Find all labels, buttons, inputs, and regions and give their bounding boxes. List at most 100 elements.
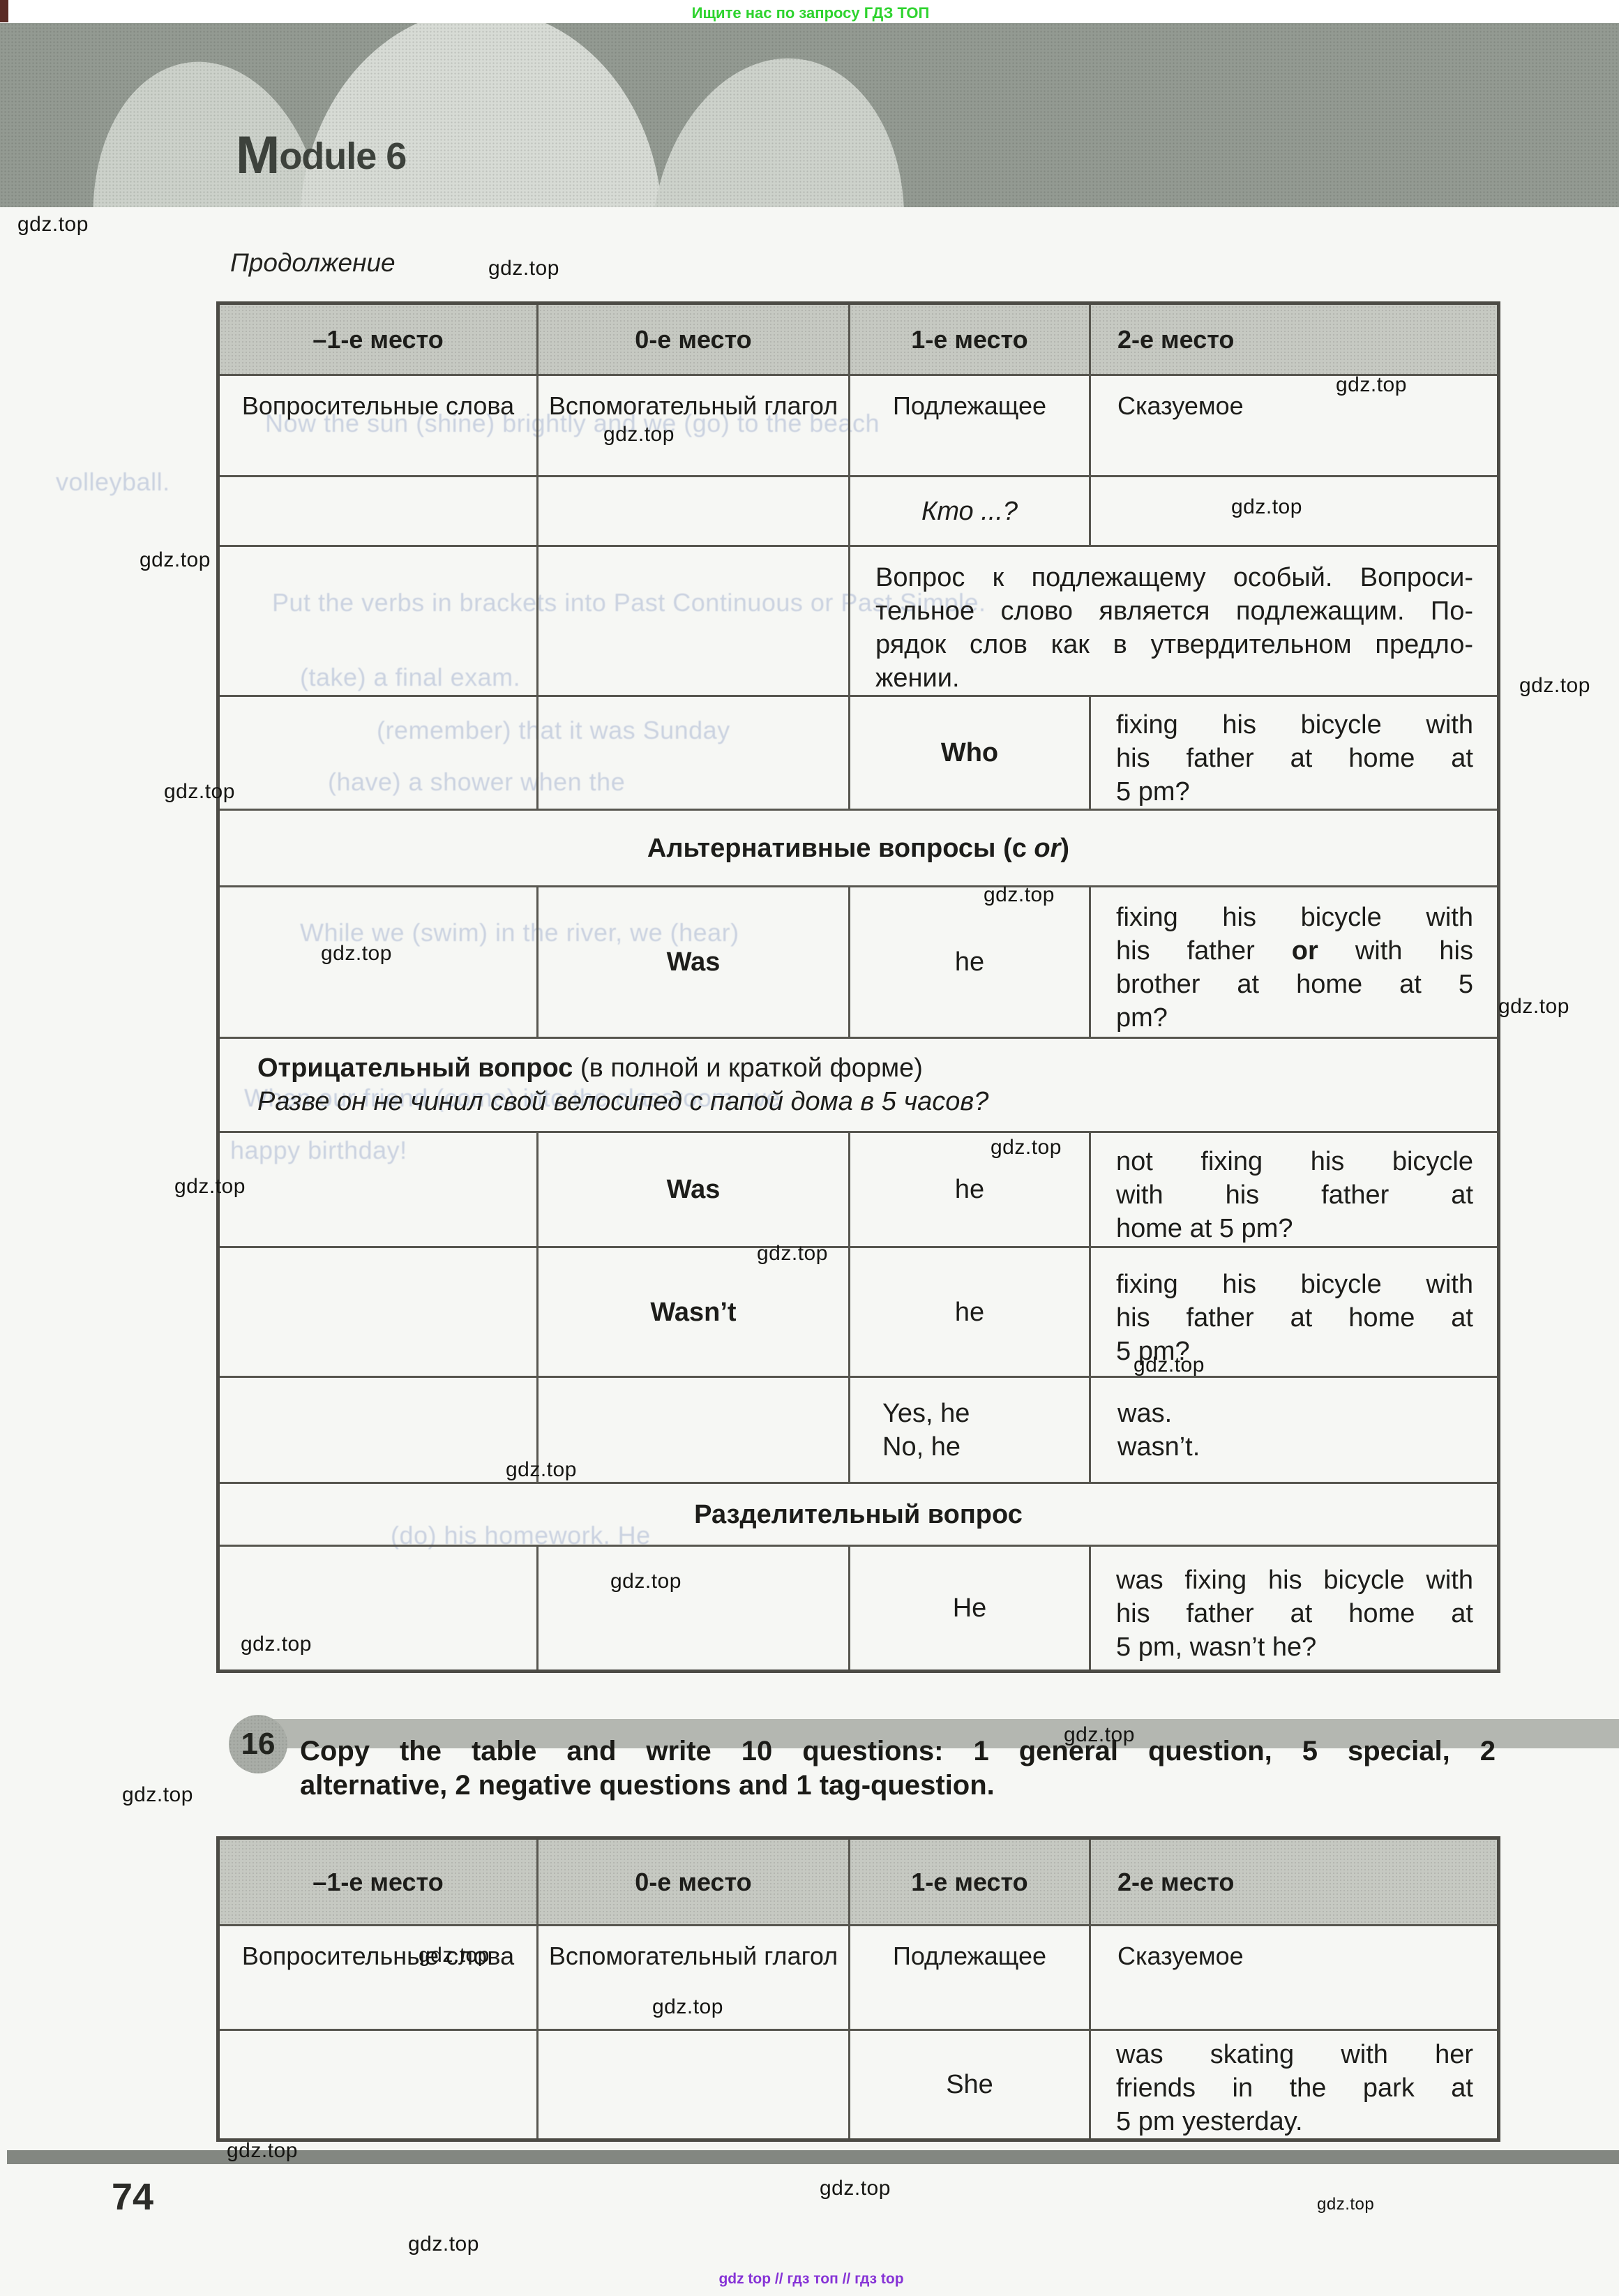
gdz-watermark: gdz.top bbox=[820, 2177, 891, 2200]
empty-cell bbox=[217, 885, 539, 1039]
predicate-line: was skating with her bbox=[1116, 2040, 1473, 2069]
module-title: Module 6 bbox=[236, 129, 407, 182]
petal-shape bbox=[74, 48, 338, 207]
table-row: Вопрос к подлежащему особый. Вопроси- те… bbox=[217, 545, 1500, 697]
subject-cell: He bbox=[848, 1545, 1091, 1672]
predicate-line: 5 pm? bbox=[1116, 777, 1190, 806]
band-title-bold: Отрицательный вопрос bbox=[257, 1053, 573, 1083]
neg-full-predicate-cell: not fixing his bicycle with his father a… bbox=[1089, 1131, 1500, 1248]
gdz-watermark: gdz.top bbox=[506, 1458, 577, 1481]
table-row: Отрицательный вопрос (в полной и краткой… bbox=[217, 1037, 1500, 1133]
band-text: ) bbox=[1060, 833, 1070, 863]
petal-shape bbox=[298, 23, 665, 207]
col-header-1: 1-е место bbox=[848, 1837, 1091, 1926]
exercise-instruction: Copy the table and write 10 questions: 1… bbox=[300, 1734, 1496, 1803]
petal-shape bbox=[638, 43, 924, 207]
gdz-watermark: gdz.top bbox=[419, 1944, 490, 1967]
module-title-rest: odule 6 bbox=[279, 135, 407, 177]
negative-band-title: Отрицательный вопрос (в полной и краткой… bbox=[257, 1051, 1496, 1085]
empty-cell bbox=[217, 1246, 539, 1378]
gdz-watermark: gdz.top bbox=[1064, 1723, 1135, 1746]
gdz-watermark: gdz.top bbox=[321, 942, 392, 965]
predicate-line: fixing his bicycle with bbox=[1116, 1269, 1473, 1299]
page-number: 74 bbox=[112, 2176, 154, 2218]
answer-line: was. bbox=[1117, 1398, 1173, 1428]
she-predicate-cell: was skating with her friends in the park… bbox=[1089, 2029, 1500, 2141]
empty-cell bbox=[536, 2029, 850, 2141]
role-question-words: Вопросительные слова bbox=[217, 1924, 539, 2031]
band-text: Альтернативные вопросы (с bbox=[647, 833, 1034, 863]
continuation-label: Продолжение bbox=[230, 248, 396, 277]
answer-line: No, he bbox=[882, 1432, 961, 1462]
predicate-line: his father at home at bbox=[1116, 1599, 1473, 1628]
or-word: or bbox=[1034, 833, 1061, 863]
empty-cell bbox=[536, 545, 850, 697]
table-row: She was skating with her friends in the … bbox=[217, 2029, 1500, 2141]
gdz-watermark: gdz.top bbox=[603, 423, 675, 446]
answer-line: wasn’t. bbox=[1117, 1432, 1200, 1462]
empty-cell bbox=[217, 1131, 539, 1248]
gdz-watermark: gdz.top bbox=[991, 1136, 1062, 1159]
short-answer-subjects: Yes, he No, he bbox=[848, 1376, 1091, 1484]
answer-line: Yes, he bbox=[882, 1398, 970, 1428]
gdz-watermark: gdz.top bbox=[1317, 2195, 1375, 2214]
gdz-watermark: gdz.top bbox=[488, 257, 559, 280]
subject-cell: he bbox=[848, 1131, 1091, 1248]
role-predicate: Сказуемое bbox=[1089, 1924, 1500, 2031]
gdz-watermark: gdz.top bbox=[164, 780, 235, 803]
table-row: –1-е место 0-е место 1-е место 2-е место bbox=[217, 302, 1500, 376]
aux-cell: Wasn’t bbox=[536, 1246, 850, 1378]
role-auxiliary-verb: Вспомогательный глагол bbox=[536, 1924, 850, 2031]
role-subject: Подлежащее bbox=[848, 374, 1091, 477]
empty-cell bbox=[217, 1376, 539, 1484]
module-header-band: Module 6 bbox=[0, 23, 1619, 207]
top-strip: Ищите нас по запросу ГДЗ ТОП bbox=[0, 0, 1619, 23]
table-row: –1-е место 0-е место 1-е место 2-е место bbox=[217, 1837, 1500, 1926]
col-header-2: 2-е место bbox=[1089, 1837, 1500, 1926]
footer-watermark-note: gdz top // гдз топ // гдз top bbox=[718, 2271, 904, 2287]
table-row: He was fixing his bicycle with his fathe… bbox=[217, 1545, 1500, 1672]
empty-cell bbox=[217, 1545, 539, 1672]
neg-short-predicate-cell: fixing his bicycle with his father at ho… bbox=[1089, 1246, 1500, 1378]
alt-predicate-cell: fixing his bicycle with his father or wi… bbox=[1089, 885, 1500, 1039]
gdz-watermark: gdz.top bbox=[408, 2233, 479, 2256]
search-hint-text: Ищите нас по запросу ГДЗ ТОП bbox=[691, 4, 930, 22]
predicate-line: 5 pm? bbox=[1116, 1336, 1190, 1366]
empty-cell bbox=[217, 475, 539, 547]
table-row: Was he fixing his bicycle with his fathe… bbox=[217, 885, 1500, 1039]
role-predicate: Сказуемое bbox=[1089, 374, 1500, 477]
subject-question-note: Вопрос к подлежащему особый. Вопроси- те… bbox=[848, 545, 1500, 697]
predicate-line: 5 pm yesterday. bbox=[1116, 2107, 1303, 2136]
gdz-watermark: gdz.top bbox=[17, 213, 89, 236]
gdz-watermark: gdz.top bbox=[122, 1783, 193, 1806]
who-predicate-cell: fixing his bicycle with his father at ho… bbox=[1089, 695, 1500, 811]
col-header-0: 0-е место bbox=[536, 1837, 850, 1926]
table-row: Was he not fixing his bicycle with his f… bbox=[217, 1131, 1500, 1248]
exercise-number-badge: 16 bbox=[229, 1715, 287, 1773]
empty-cell bbox=[217, 2029, 539, 2141]
predicate-line: brother at home at 5 bbox=[1116, 970, 1473, 999]
gdz-watermark: gdz.top bbox=[757, 1242, 828, 1265]
gdz-watermark: gdz.top bbox=[1498, 995, 1569, 1018]
predicate-text: with his bbox=[1318, 936, 1473, 966]
exercise-header-streak bbox=[246, 1719, 1619, 1748]
who-question-label: Кто ...? bbox=[848, 475, 1091, 547]
role-subject: Подлежащее bbox=[848, 1924, 1091, 2031]
predicate-line: fixing his bicycle with bbox=[1116, 903, 1473, 932]
empty-cell bbox=[1089, 475, 1500, 547]
note-line: тельное слово является подлежащим. По- bbox=[875, 596, 1473, 626]
instruction-line: Copy the table and write 10 questions: 1… bbox=[300, 1736, 1496, 1766]
ghost-text: volleyball. bbox=[56, 467, 170, 496]
note-line: Вопрос к подлежащему особый. Вопроси- bbox=[875, 563, 1473, 592]
col-header-minus1: –1-е место bbox=[217, 1837, 539, 1926]
subject-cell: he bbox=[848, 885, 1091, 1039]
gdz-watermark: gdz.top bbox=[652, 1995, 723, 2018]
empty-cell bbox=[217, 695, 539, 811]
negative-example: Разве он не чинил свой велосипед с папой… bbox=[257, 1087, 989, 1116]
gdz-watermark: gdz.top bbox=[1134, 1353, 1205, 1376]
role-question-words: Вопросительные слова bbox=[217, 374, 539, 477]
col-header-1: 1-е место bbox=[848, 302, 1091, 376]
or-word: or bbox=[1291, 936, 1318, 966]
empty-cell bbox=[536, 475, 850, 547]
